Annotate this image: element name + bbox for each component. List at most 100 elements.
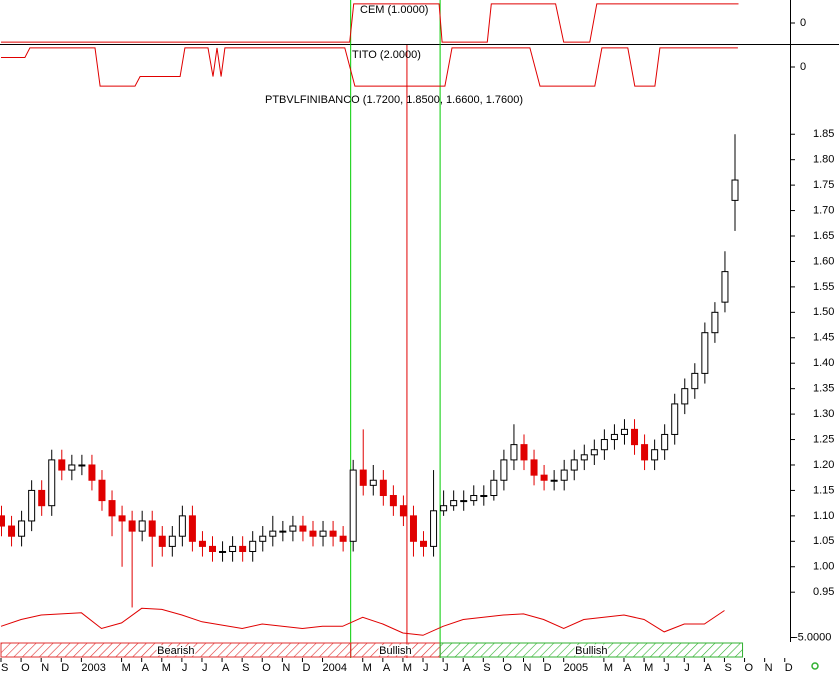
x-tick-label: M: [122, 662, 131, 674]
candle-body: [590, 449, 598, 456]
candle-body: [229, 545, 237, 552]
y-tick-label: 1.80: [813, 154, 834, 166]
candle-body: [269, 530, 277, 537]
candle-body: [299, 525, 307, 532]
status-icon: [811, 662, 819, 670]
x-tick-label: A: [624, 662, 632, 674]
y-tick-label: 1.45: [813, 332, 834, 344]
x-tick-label: A: [463, 662, 471, 674]
candle-body: [440, 505, 448, 512]
candle-body: [0, 515, 5, 527]
x-tick-label: D: [302, 662, 310, 674]
y-tick-label: 1.65: [813, 230, 834, 242]
y-tick-label: 0.95: [813, 586, 834, 598]
candle-body: [158, 535, 166, 547]
candle-body: [681, 388, 689, 405]
x-tick-label: M: [604, 662, 613, 674]
x-tick-label: S: [724, 662, 731, 674]
candle-body: [389, 495, 397, 507]
candle-body: [620, 428, 628, 435]
candle-body: [540, 474, 548, 481]
candle-body: [520, 444, 528, 461]
y-tick-label: 1.75: [813, 179, 834, 191]
panel-title: CEM (1.0000): [360, 4, 428, 16]
candle-body: [289, 525, 297, 532]
x-tick-label: 2004: [323, 662, 347, 674]
x-tick-label: J: [423, 662, 429, 674]
x-tick-label: N: [41, 662, 49, 674]
candle-body: [48, 459, 56, 507]
candle-body: [610, 433, 618, 441]
candle-body: [319, 530, 327, 537]
y-tick-label: 1.55: [813, 281, 834, 293]
candle-body: [420, 540, 428, 547]
candle-body: [409, 515, 417, 542]
candle-body: [8, 525, 16, 537]
x-tick-label: D: [61, 662, 69, 674]
y-tick-label: 1.50: [813, 306, 834, 318]
candle-body: [168, 535, 176, 547]
x-tick-label: N: [282, 662, 290, 674]
candle-body: [721, 271, 729, 303]
y-tick-label: 1.85: [813, 128, 834, 140]
candle-body: [219, 550, 227, 553]
y-tick-label: 1.15: [813, 484, 834, 496]
candle-body: [249, 540, 257, 552]
candle-body: [671, 403, 679, 435]
y-tick-label: 1.35: [813, 383, 834, 395]
x-tick-label: M: [162, 662, 171, 674]
x-tick-label: J: [202, 662, 208, 674]
candle-body: [731, 179, 739, 201]
candle-body: [399, 505, 407, 517]
x-tick-label: A: [222, 662, 230, 674]
candle-body: [480, 495, 488, 498]
x-tick-label: D: [785, 662, 793, 674]
candle-body: [600, 439, 608, 451]
y-tick-label: 1.70: [813, 204, 834, 216]
y-tick-label: 1.20: [813, 459, 834, 471]
candle-body: [379, 479, 387, 497]
x-tick-label: O: [503, 662, 512, 674]
x-tick-label: M: [644, 662, 653, 674]
x-tick-label: 2005: [564, 662, 588, 674]
x-tick-label: O: [21, 662, 30, 674]
candle-body: [18, 520, 26, 537]
x-tick-label: S: [242, 662, 249, 674]
candle-body: [68, 464, 76, 471]
x-tick-label: N: [765, 662, 773, 674]
candle-body: [450, 500, 458, 507]
x-tick-label: O: [745, 662, 754, 674]
candle-body: [369, 479, 377, 486]
candle-body: [530, 459, 538, 476]
candle-body: [510, 444, 518, 461]
y-tick-label: -5.0000: [794, 631, 831, 643]
candle-body: [239, 545, 247, 552]
candle-body: [38, 489, 46, 507]
y-tick-label: 1.10: [813, 510, 834, 522]
x-tick-label: J: [664, 662, 670, 674]
candle-body: [711, 311, 719, 334]
x-tick-label: S: [483, 662, 490, 674]
x-tick-label: M: [403, 662, 412, 674]
y-tick-label: 1.25: [813, 433, 834, 445]
candle-body: [701, 332, 709, 374]
candle-body: [178, 515, 186, 537]
candle-body: [58, 459, 66, 471]
candle-body: [98, 479, 106, 502]
candle-body: [28, 489, 36, 522]
candle-body: [279, 530, 287, 533]
y-tick-label: 1.00: [813, 561, 834, 573]
candle-body: [550, 479, 558, 482]
candle-body: [691, 372, 699, 390]
y-tick-label: 1.60: [813, 255, 834, 267]
x-tick-label: J: [182, 662, 188, 674]
x-tick-label: 2003: [81, 662, 105, 674]
indicator-line: [1, 3, 739, 43]
candle-body: [430, 510, 438, 547]
x-tick-label: A: [704, 662, 712, 674]
region-label: Bullish: [379, 645, 411, 657]
oscillator-line: [0, 607, 725, 636]
x-tick-label: M: [363, 662, 372, 674]
